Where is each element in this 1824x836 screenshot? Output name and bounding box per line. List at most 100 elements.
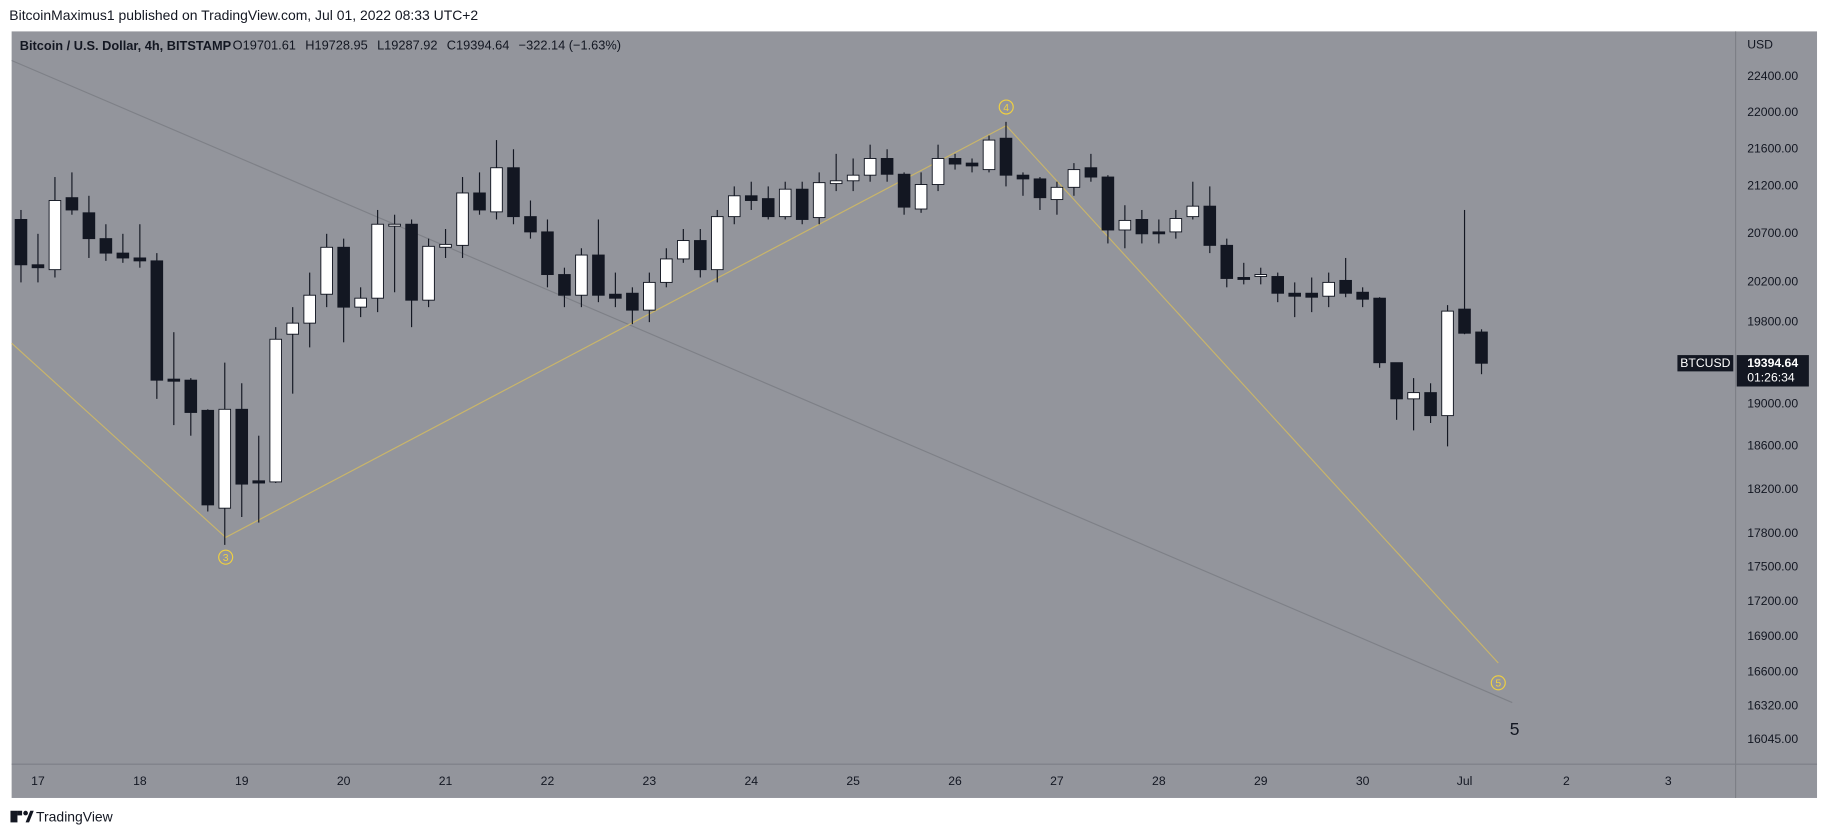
badge-price-bg (1736, 355, 1809, 387)
legend-prefix: L (377, 38, 384, 53)
candle-body (982, 139, 996, 171)
candle-body (354, 297, 367, 308)
candle-body (1271, 276, 1285, 294)
y-tick-label: 21200.00 (1747, 179, 1798, 193)
candle-body (1373, 297, 1386, 364)
candle-body (99, 238, 113, 254)
candle-body (1186, 205, 1200, 218)
x-tick-label: 3 (1665, 774, 1672, 788)
candle-body (863, 158, 877, 176)
candle-body (235, 408, 249, 485)
candle-body (14, 219, 28, 266)
x-tick-label: Jul (1457, 774, 1473, 788)
logo-icon (25, 810, 34, 823)
candle-body (1475, 331, 1488, 364)
candle-body (897, 173, 911, 208)
candle-body (999, 137, 1013, 176)
candle-body (150, 260, 164, 381)
legend-change: −322.14 (−1.63%) (519, 38, 621, 53)
candle-body (371, 223, 384, 299)
candle-body (82, 212, 96, 240)
legend-value: 19394.64 (456, 38, 509, 53)
y-tick-label: 17800.00 (1747, 526, 1798, 540)
x-tick-label: 19 (235, 774, 249, 788)
badge-symbol: BTCUSD (1680, 356, 1730, 370)
candle-body (931, 158, 945, 185)
legend-value: 19287.92 (384, 38, 437, 53)
wave-marker (1490, 675, 1506, 691)
candle-body (677, 240, 690, 260)
candle-body (201, 409, 215, 506)
y-tick-label: 20700.00 (1747, 226, 1798, 240)
published-note: BitcoinMaximus1 published on TradingView… (9, 7, 478, 23)
brand: TradingView (36, 808, 114, 824)
axis-unit: USD (1747, 38, 1773, 52)
candle-body (1016, 174, 1030, 180)
candle-body (439, 243, 452, 248)
y-tick-label: 20200.00 (1747, 275, 1798, 289)
logo-icon (17, 810, 23, 816)
candle-body (727, 195, 741, 218)
candle-body (880, 158, 894, 175)
x-tick-label: 25 (846, 774, 860, 788)
candle-body (218, 408, 232, 509)
candle-body (337, 246, 350, 308)
wave-label: 5 (1495, 679, 1501, 690)
candle-body (1339, 279, 1352, 294)
candle-body (405, 223, 418, 301)
candle-body (1118, 219, 1132, 231)
y-tick-label: 17500.00 (1747, 560, 1798, 574)
candle-body (184, 379, 198, 413)
candle-body (65, 197, 79, 211)
symbol-title: Bitcoin / U.S. Dollar, 4h, BITSTAMP (20, 38, 232, 53)
candle-body (694, 240, 707, 271)
candle-body (1288, 292, 1301, 297)
candle-body (1390, 362, 1403, 400)
candle-body (846, 174, 860, 182)
candle-body (252, 480, 266, 484)
candle-body (778, 188, 792, 218)
candle-body (914, 184, 928, 210)
wave-label: 3 (223, 553, 229, 564)
candle-body (1084, 167, 1098, 178)
wave-line (11, 124, 1499, 664)
candle-body (473, 192, 486, 211)
candle-body (1152, 231, 1166, 235)
candle-body (490, 167, 503, 213)
candle-body (761, 198, 775, 218)
x-tick-label: 2 (1563, 774, 1570, 788)
candle-body (795, 188, 809, 220)
y-tick-label: 17200.00 (1747, 594, 1798, 608)
x-tick-label: 23 (643, 774, 657, 788)
x-tick-label: 27 (1050, 774, 1064, 788)
candle-body (303, 294, 316, 324)
candle-body (541, 231, 554, 276)
candle-body (269, 338, 283, 483)
candle-body (1356, 291, 1369, 300)
chart-background (11, 31, 1818, 798)
candle-body (1322, 281, 1335, 297)
candle-body (1203, 205, 1217, 246)
y-tick-label: 22000.00 (1747, 105, 1798, 119)
ohlc-legend: O19701.61 H19728.95 L19287.92 C19394.64 −322… (233, 38, 621, 53)
candle-body (422, 245, 435, 301)
y-tick-label: 22400.00 (1747, 69, 1798, 83)
legend-prefix: H (305, 38, 314, 53)
wave-marker (998, 99, 1014, 115)
candle-body (48, 200, 62, 271)
candle-body (1169, 218, 1183, 233)
y-tick-label: 18600.00 (1747, 439, 1798, 453)
candle-body (829, 180, 843, 185)
candle-body (320, 246, 333, 295)
candle-body (286, 322, 299, 335)
candle-body (524, 216, 537, 233)
candle-body (1305, 292, 1318, 298)
legend-value: 19728.95 (314, 38, 367, 53)
badge-symbol-bg (1677, 355, 1734, 372)
y-tick-label: 19000.00 (1747, 396, 1798, 410)
candle-body (133, 257, 147, 262)
candle-body (1458, 308, 1471, 334)
candle-body (1407, 392, 1420, 400)
x-tick-label: 30 (1356, 774, 1370, 788)
